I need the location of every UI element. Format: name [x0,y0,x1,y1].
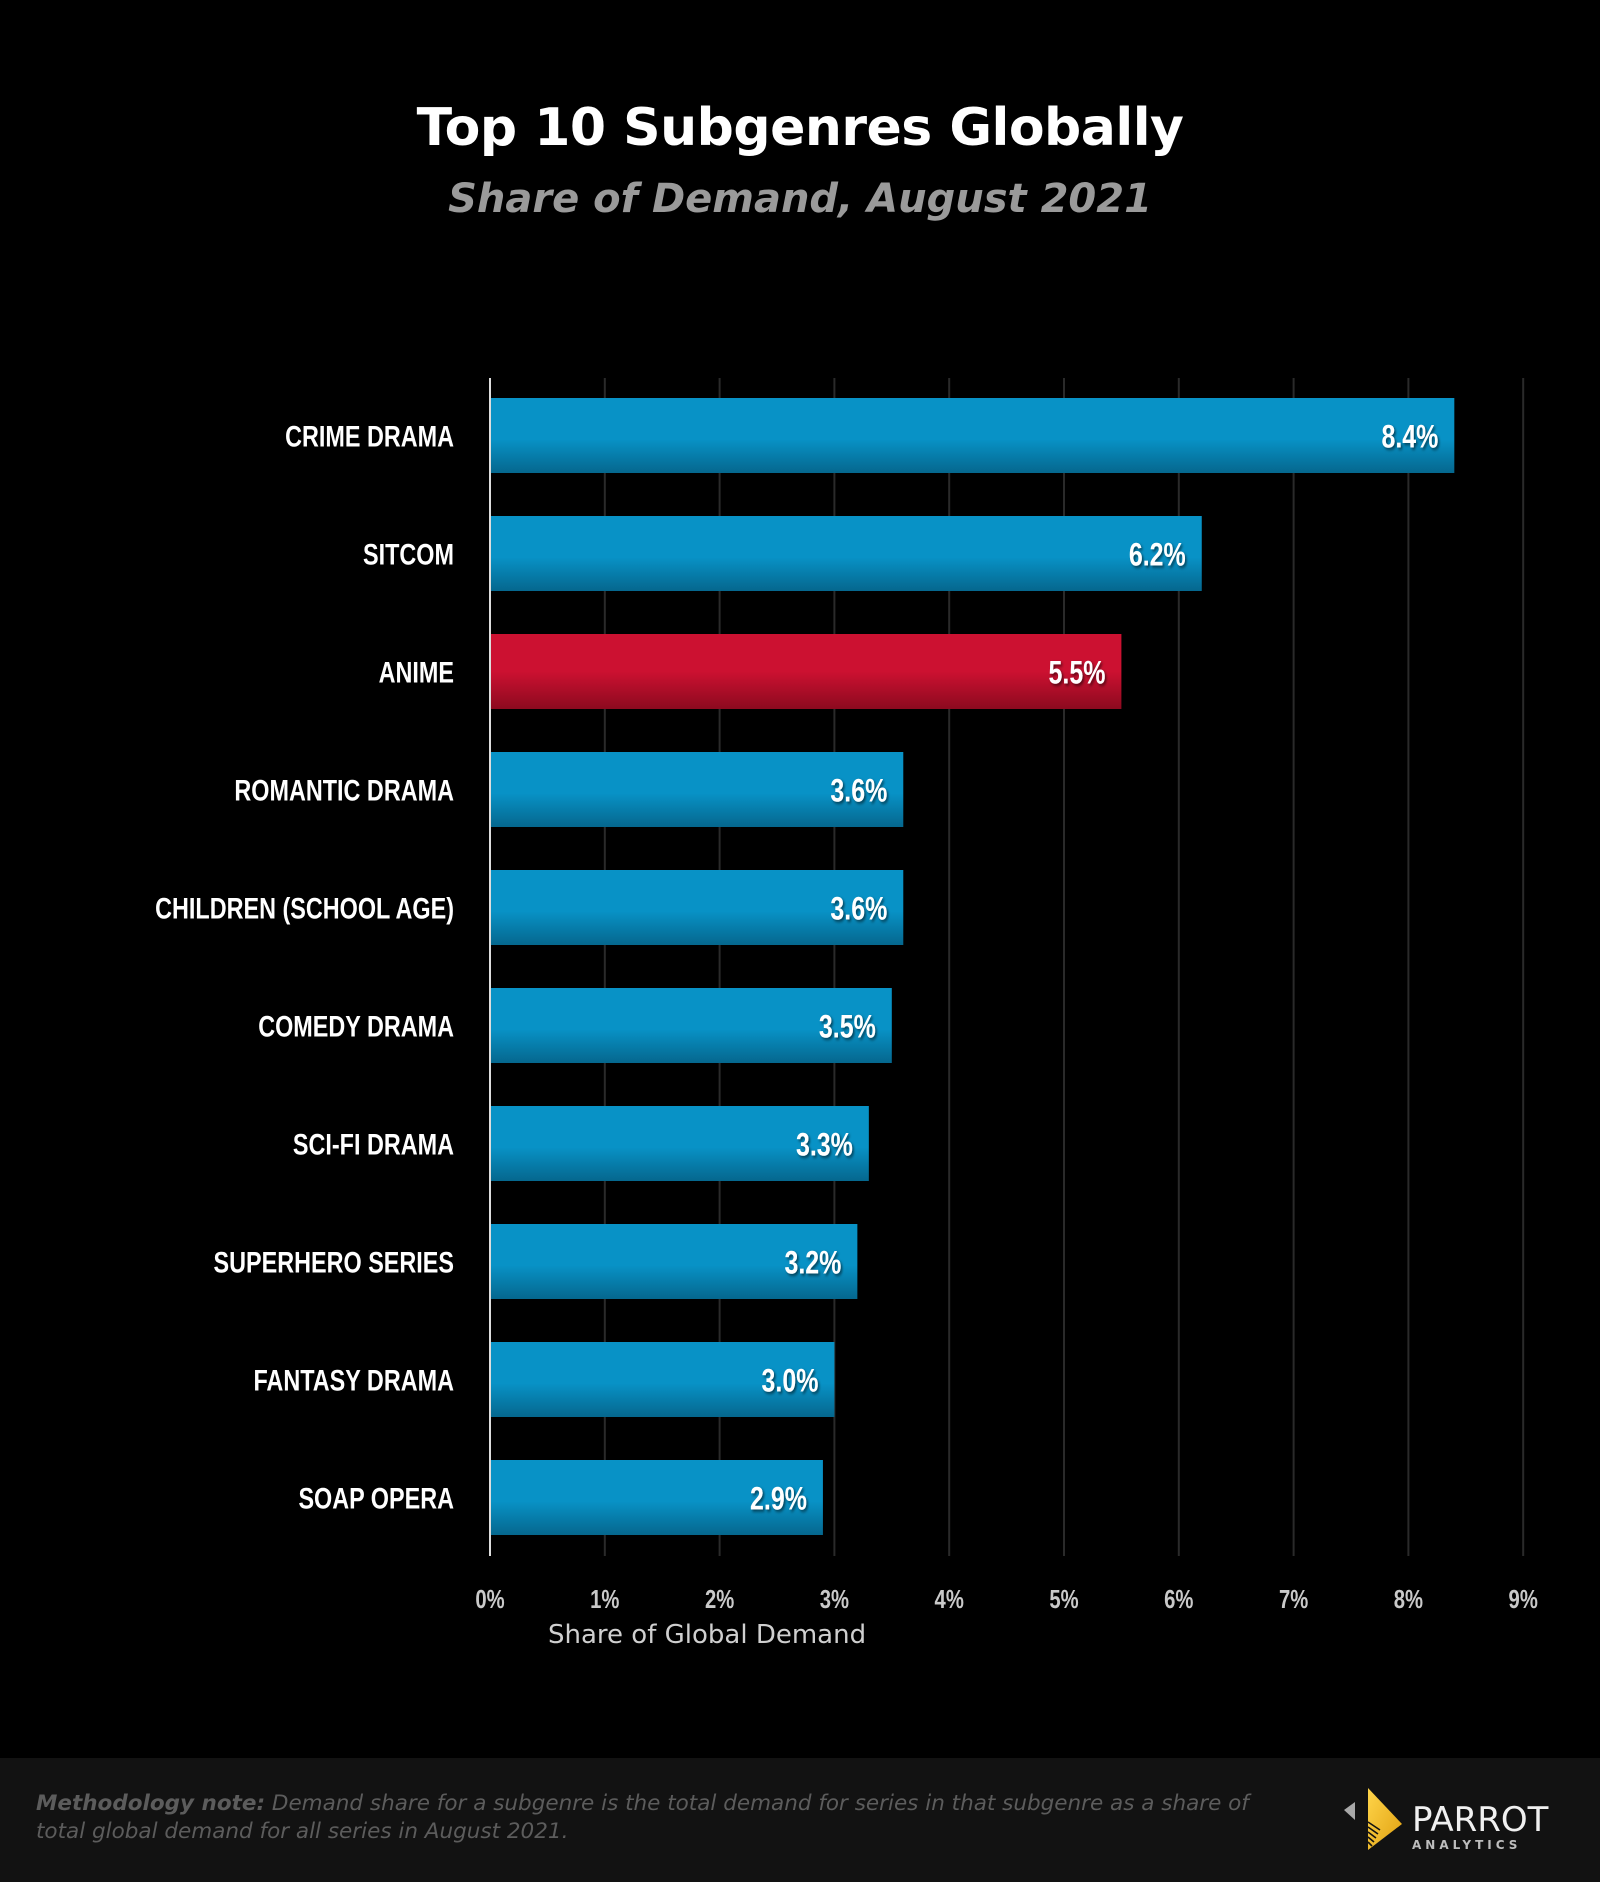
methodology-note-text: Demand share for a subgenre is the total… [36,1791,1249,1844]
bar [490,1342,835,1417]
value-label: 6.2% [1129,538,1186,574]
bar [490,1224,858,1299]
x-tick-label: 5% [1049,1585,1079,1614]
bar [490,870,904,945]
x-tick-label: 7% [1279,1585,1309,1614]
bar [490,1460,823,1535]
x-tick-labels: 0% 1% 2% 3% 4% 5% 6% 7% 8% 9% [475,1585,1538,1614]
bar [490,752,904,827]
bars [490,398,1455,1535]
x-tick-label: 8% [1394,1585,1424,1614]
value-label: 3.5% [819,1010,876,1046]
bar [490,516,1202,591]
x-tick-label: 1% [590,1585,620,1614]
logo-subtext: ANALYTICS [1412,1838,1522,1852]
value-labels: 8.4% 6.2% 5.5% 3.6% 3.6% 3.5% 3.3% 3.2% 3.0% 2.9% [750,420,1438,1518]
category-label: FANTASY DRAMA [253,1364,454,1397]
category-label: SOAP OPERA [298,1482,454,1515]
bar [490,988,892,1063]
x-axis-title: Share of Global Demand [548,1620,867,1650]
value-label: 8.4% [1381,420,1438,456]
x-tick-label: 0% [475,1585,505,1614]
category-label: SITCOM [363,538,454,571]
x-tick-label: 2% [705,1585,735,1614]
category-label: ROMANTIC DRAMA [234,774,454,807]
bar [490,1106,869,1181]
chart-title: Top 10 Subgenres Globally [416,98,1184,158]
value-label: 3.0% [762,1364,819,1400]
category-label: SCI-FI DRAMA [293,1128,454,1161]
value-label: 3.6% [830,774,887,810]
bar-chart: CRIME DRAMA SITCOM ANIME ROMANTIC DRAMA CHIL… [155,378,1538,1614]
parrot-analytics-logo: PARROT ANALYTICS [1340,1786,1590,1856]
x-tick-label: 4% [935,1585,965,1614]
footer: Methodology note: Demand share for a sub… [0,1758,1600,1882]
chart-subtitle: Share of Demand, August 2021 [448,176,1152,222]
logo-wordmark: PARROT [1412,1800,1549,1840]
category-label: CHILDREN (SCHOOL AGE) [155,892,454,925]
category-label: SUPERHERO SERIES [214,1246,454,1279]
category-labels: CRIME DRAMA SITCOM ANIME ROMANTIC DRAMA CHIL… [155,420,454,1515]
methodology-note: Methodology note: Demand share for a sub… [36,1790,1296,1846]
x-tick-label: 3% [820,1585,850,1614]
methodology-note-label: Methodology note: [36,1791,266,1816]
value-label: 3.2% [784,1246,841,1282]
x-tick-label: 6% [1164,1585,1194,1614]
category-label: COMEDY DRAMA [258,1010,454,1043]
category-label: ANIME [379,656,454,689]
value-label: 2.9% [750,1482,807,1518]
value-label: 3.3% [796,1128,853,1164]
category-label: CRIME DRAMA [285,420,454,453]
value-label: 5.5% [1049,656,1106,692]
bar [490,398,1455,473]
x-tick-label: 9% [1509,1585,1539,1614]
value-label: 3.6% [830,892,887,928]
parrot-logo-icon [1344,1788,1402,1850]
bar [490,634,1122,709]
